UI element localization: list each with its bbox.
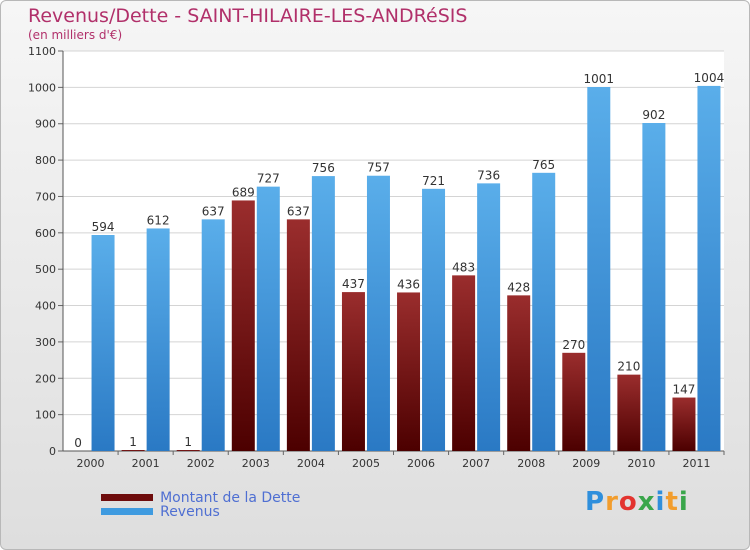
bar-revenus-2011	[697, 85, 721, 451]
data-label-debt-2010: 210	[617, 360, 640, 374]
bar-debt-2006	[397, 292, 421, 451]
bar-revenus-2003	[256, 186, 280, 452]
data-label-debt-2008: 428	[507, 280, 530, 294]
x-tick-label: 2009	[572, 457, 600, 470]
y-tick-label: 1100	[28, 45, 56, 58]
chart-title: Revenus/Dette - SAINT-HILAIRE-LES-ANDRéS…	[28, 5, 468, 27]
legend-label-debt: Montant de la Dette	[160, 489, 301, 506]
chart-subtitle: (en milliers d'€)	[28, 28, 123, 42]
x-tick-label: 2006	[407, 457, 435, 470]
y-tick-label: 1000	[28, 81, 56, 94]
data-label-revenus-2004: 756	[312, 161, 335, 175]
x-tick-label: 2004	[297, 457, 325, 470]
bar-debt-2001	[121, 450, 145, 451]
data-label-revenus-2007: 736	[477, 168, 500, 182]
data-label-revenus-2009: 1001	[584, 72, 615, 86]
data-label-debt-2006: 436	[397, 277, 420, 291]
bar-debt-2009	[562, 352, 586, 451]
data-label-revenus-2005: 757	[367, 161, 390, 175]
data-label-revenus-2000: 594	[92, 220, 115, 234]
bar-debt-2008	[507, 295, 531, 451]
bar-revenus-2001	[146, 228, 170, 451]
proxiti-logo: Proxiti	[585, 487, 689, 517]
x-tick-label: 2003	[242, 457, 270, 470]
bar-revenus-2006	[422, 188, 446, 451]
x-tick-label: 2000	[77, 457, 105, 470]
data-label-debt-2004: 637	[287, 204, 310, 218]
plot-area	[63, 51, 724, 451]
legend-label-revenus: Revenus	[160, 503, 220, 520]
data-label-debt-2001: 1	[129, 435, 137, 449]
bar-revenus-2008	[532, 172, 556, 451]
data-label-revenus-2011: 1004	[694, 71, 725, 85]
x-tick-label: 2005	[352, 457, 380, 470]
legend-item-debt: Montant de la Dette	[101, 487, 301, 506]
logo-letter: i	[655, 487, 666, 517]
data-label-revenus-2008: 765	[532, 158, 555, 172]
bar-revenus-2010	[642, 123, 666, 451]
data-label-debt-2005: 437	[342, 277, 365, 291]
x-tick-label: 2002	[187, 457, 215, 470]
x-tick-label: 2001	[132, 457, 160, 470]
logo-letter: o	[618, 487, 638, 517]
x-tick-label: 2011	[682, 457, 710, 470]
y-tick-label: 100	[35, 409, 56, 422]
data-label-revenus-2002: 637	[202, 204, 225, 218]
logo-letter: i	[678, 487, 689, 517]
bar-revenus-2000	[91, 235, 115, 451]
data-label-debt-2000: 0	[74, 436, 82, 450]
y-tick-label: 600	[35, 227, 56, 240]
bar-debt-2011	[672, 397, 696, 451]
y-tick-label: 300	[35, 336, 56, 349]
data-label-debt-2011: 147	[673, 383, 696, 397]
y-tick-label: 900	[35, 118, 56, 131]
bar-debt-2005	[341, 292, 365, 451]
bar-debt-2007	[452, 275, 476, 451]
y-tick-label: 700	[35, 190, 56, 203]
bar-revenus-2009	[587, 87, 611, 451]
logo-letter: x	[637, 487, 656, 517]
data-label-debt-2003: 689	[232, 185, 255, 199]
bar-revenus-2002	[201, 219, 225, 451]
y-tick-label: 500	[35, 263, 56, 276]
x-tick-label: 2008	[517, 457, 545, 470]
data-label-debt-2002: 1	[184, 435, 192, 449]
legend-swatch-debt	[101, 494, 153, 501]
bar-revenus-2004	[311, 176, 335, 451]
bar-debt-2002	[176, 450, 200, 451]
x-tick-label: 2007	[462, 457, 490, 470]
data-label-debt-2009: 270	[562, 338, 585, 352]
data-label-revenus-2003: 727	[257, 172, 280, 186]
x-tick-label: 2010	[627, 457, 655, 470]
data-label-debt-2007: 483	[452, 260, 475, 274]
bar-debt-2003	[231, 200, 255, 451]
y-tick-label: 400	[35, 300, 56, 313]
logo-letter: r	[605, 487, 619, 517]
legend-item-revenus: Revenus	[101, 501, 220, 520]
logo-letter: t	[665, 487, 679, 517]
data-label-revenus-2010: 902	[642, 108, 665, 122]
bar-revenus-2007	[477, 183, 501, 451]
y-tick-label: 0	[49, 445, 56, 458]
bar-debt-2004	[286, 219, 310, 451]
bar-debt-2010	[617, 374, 641, 451]
data-label-revenus-2001: 612	[147, 213, 170, 227]
legend-swatch-revenus	[101, 508, 153, 515]
logo-letter: P	[585, 487, 606, 517]
bar-revenus-2005	[366, 175, 390, 451]
data-label-revenus-2006: 721	[422, 174, 445, 188]
y-tick-label: 800	[35, 154, 56, 167]
y-tick-label: 200	[35, 372, 56, 385]
